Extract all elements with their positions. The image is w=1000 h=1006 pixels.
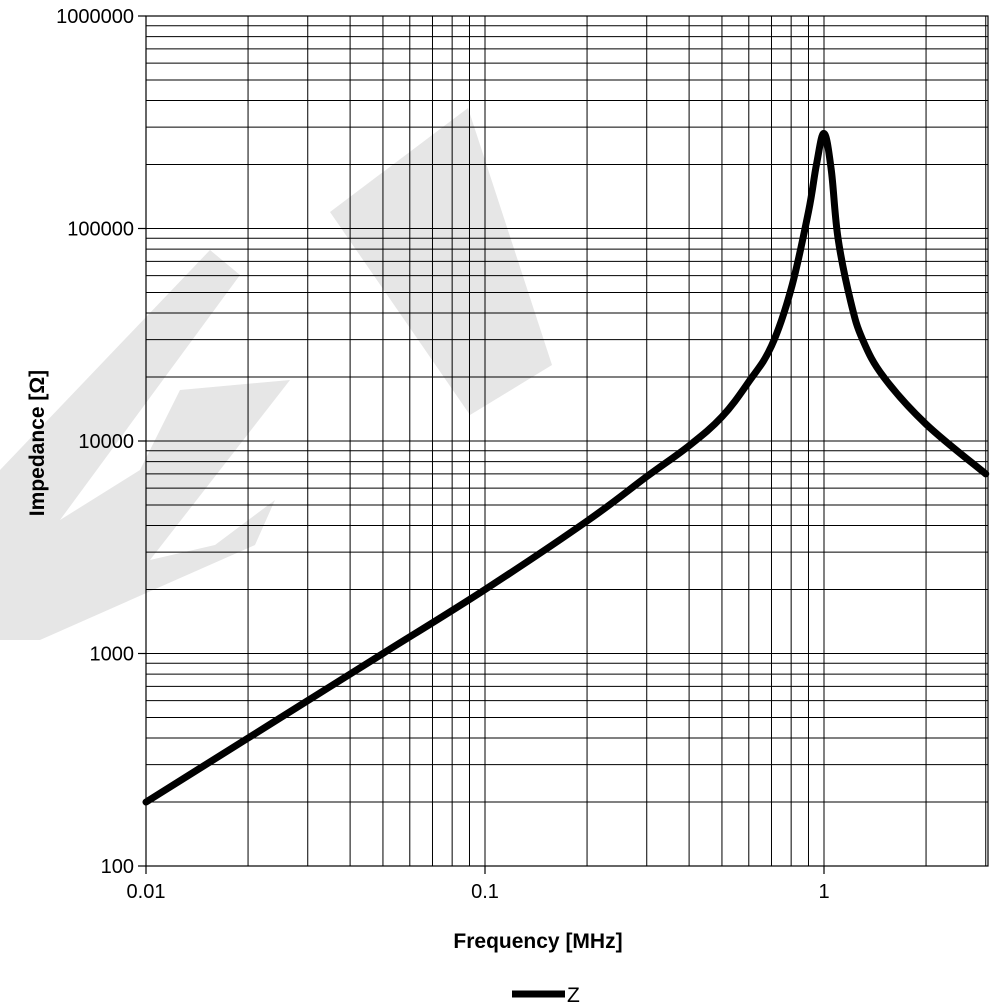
- x-axis-title: Frequency [MHz]: [453, 930, 622, 953]
- y-tick-label: 1000: [90, 644, 135, 666]
- y-tick-label: 100000: [67, 219, 134, 241]
- x-tick-label: 0.01: [127, 881, 166, 903]
- x-axis-ticks: 0.01 0.1 1: [127, 866, 830, 903]
- legend-label-z: Z: [567, 984, 580, 1006]
- y-axis-ticks: 100 1000 10000 100000 1000000: [56, 6, 146, 878]
- y-axis-title: Impedance [Ω]: [26, 370, 49, 516]
- y-tick-label: 1000000: [56, 6, 134, 28]
- grid-lines: [145, 16, 988, 867]
- watermark-letter-f: [0, 250, 290, 640]
- legend: Z: [512, 984, 580, 1006]
- x-tick-label: 1: [818, 881, 829, 903]
- y-tick-label: 100: [101, 856, 134, 878]
- y-tick-label: 10000: [78, 431, 134, 453]
- series-z-line: [142, 129, 990, 806]
- x-tick-label: 0.1: [471, 881, 499, 903]
